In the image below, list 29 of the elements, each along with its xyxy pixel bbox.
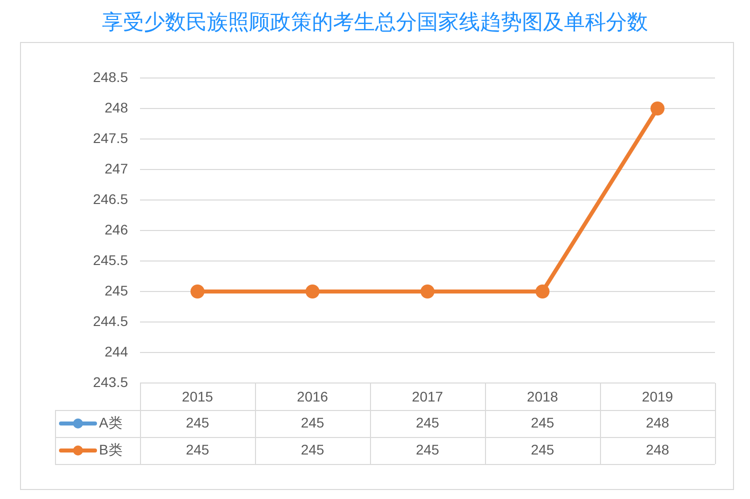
y-tick-label: 247.5 bbox=[92, 130, 128, 146]
text: 248 bbox=[646, 414, 670, 430]
text: 245 bbox=[416, 414, 440, 430]
data-label: 245 bbox=[416, 441, 440, 458]
chart-title: 享受少数民族照顾政策的考生总分国家线趋势图及单科分数 bbox=[101, 9, 649, 36]
text: 245 bbox=[300, 414, 324, 430]
x-tick-label: 2015 bbox=[182, 388, 214, 404]
x-tick-label: 2017 bbox=[412, 388, 444, 404]
data-label: 245 bbox=[300, 441, 324, 458]
text: 245 bbox=[530, 414, 554, 430]
x-tick-label: 2019 bbox=[642, 388, 674, 404]
y-tick-label: 248 bbox=[104, 99, 128, 116]
y-tick-label: 244.5 bbox=[92, 312, 128, 329]
legend-label: A类 bbox=[99, 414, 122, 430]
y-tick-label: 244 bbox=[104, 343, 128, 360]
y-tick-label: 245 bbox=[104, 282, 128, 298]
legend-label: B类 bbox=[99, 441, 122, 458]
text: 245 bbox=[186, 414, 210, 430]
x-tick-label: 2016 bbox=[296, 388, 328, 404]
data-label: 245 bbox=[186, 441, 210, 458]
y-tick-label: 245.5 bbox=[92, 252, 128, 268]
x-tick-label: 2018 bbox=[526, 388, 558, 404]
y-tick-label: 247 bbox=[104, 160, 128, 176]
y-tick-label: 246 bbox=[104, 221, 128, 238]
y-tick-label: 246.5 bbox=[92, 190, 128, 207]
data-label: 248 bbox=[646, 441, 670, 458]
y-tick-label: 248.5 bbox=[92, 68, 128, 85]
data-label: 245 bbox=[530, 441, 554, 458]
y-tick-label: 243.5 bbox=[92, 374, 128, 390]
